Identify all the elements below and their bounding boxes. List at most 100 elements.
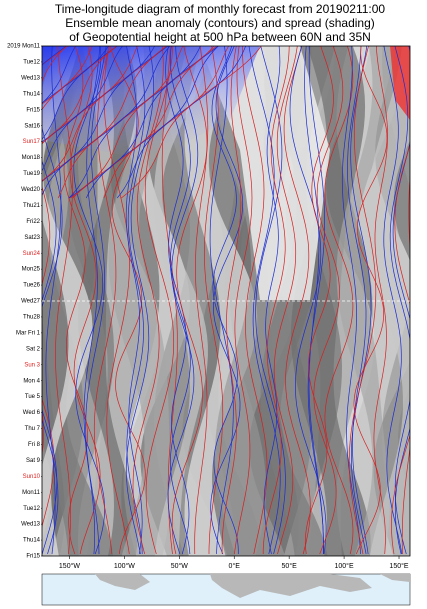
contour-line: [169, 46, 191, 555]
y-tick-label: Sun17: [23, 139, 41, 145]
contour-line: [255, 46, 286, 555]
contour-line: [126, 46, 146, 555]
contour-line: [42, 46, 169, 182]
contour-line: [401, 174, 410, 555]
y-tick-label: Fri22: [26, 219, 40, 225]
red-cap: [390, 46, 410, 120]
y-tick-label: Wed20: [21, 187, 41, 193]
y-tick-label: Thu28: [23, 315, 41, 321]
y-tick-label: Wed27: [21, 299, 41, 305]
y-tick-label: Tue26: [23, 283, 40, 289]
title-line: Ensemble mean anomaly (contours) and spr…: [65, 16, 375, 30]
contour-line: [42, 46, 63, 555]
contour-line: [42, 46, 68, 83]
contour-line: [103, 46, 229, 199]
contour-line: [373, 46, 388, 555]
contour-line: [167, 46, 199, 555]
y-tick-label: Wed13: [21, 522, 41, 528]
contour-line: [42, 46, 138, 145]
y-tick-label: Thu14: [23, 91, 41, 97]
contour-line: [383, 46, 403, 555]
y-tick-label: 2019 Mon11: [7, 44, 41, 50]
contour-line: [85, 46, 107, 555]
contour-line: [307, 46, 325, 554]
contour-line: [242, 46, 268, 555]
y-tick-label: Thu14: [23, 538, 41, 544]
contour-line: [413, 46, 427, 554]
contour-line: [211, 46, 239, 554]
contour-line: [324, 46, 354, 555]
y-tick-label: Fri 8: [28, 442, 41, 448]
contour-line: [72, 46, 218, 199]
map-land: [210, 574, 372, 598]
contour-line: [68, 46, 201, 199]
contour-line: [144, 46, 175, 555]
contour-line: [194, 46, 209, 555]
spread-shading: [291, 46, 371, 556]
contour-line: [283, 46, 311, 555]
contour-line: [125, 46, 143, 555]
contour-line: [353, 46, 388, 555]
title-line: of Geopotential height at 500 hPa betwee…: [69, 30, 371, 44]
contour-line: [42, 46, 167, 182]
y-tick-label: Mon11: [22, 490, 41, 496]
contour-line: [350, 46, 372, 555]
y-tick-label: Tue19: [23, 171, 40, 177]
y-tick-label: Sun24: [23, 251, 41, 257]
y-tick-label: Mar Fri 1: [16, 330, 41, 336]
y-tick-label: Thu21: [23, 203, 41, 209]
y-tick-label: Mon 4: [23, 378, 40, 384]
x-tick-label: 50°E: [282, 562, 298, 570]
y-tick-label: Sat23: [24, 235, 40, 241]
contour-line: [171, 46, 208, 555]
y-tick-label: Mon25: [22, 267, 41, 273]
contour-line: [263, 46, 281, 555]
contour-line: [73, 46, 105, 555]
contour-line: [55, 46, 73, 555]
contour-line: [289, 46, 327, 555]
y-tick-label: Wed 6: [23, 410, 41, 416]
contour-line: [313, 46, 344, 555]
contour-line: [132, 46, 164, 555]
map-strip: [41, 573, 411, 606]
y-tick-label: Tue12: [23, 60, 40, 66]
x-tick-label: 0°E: [229, 562, 241, 570]
contour-line: [42, 46, 109, 104]
y-tick-label: Sat 2: [26, 346, 41, 352]
y-tick-label: Wed13: [21, 75, 41, 81]
contour-line: [234, 46, 253, 555]
y-tick-label: Tue12: [23, 506, 40, 512]
y-tick-label: Sun 3: [24, 362, 40, 368]
contour-line: [209, 46, 234, 555]
contour-line: [423, 46, 427, 554]
x-tick-label: 150°E: [389, 562, 408, 570]
spread-shading: [215, 46, 299, 556]
blue-cap: [42, 46, 260, 160]
contour-line: [70, 46, 215, 199]
map-land: [380, 574, 410, 582]
x-tick-label: 100°W: [114, 562, 135, 570]
contour-line: [204, 46, 224, 554]
contour-line: [262, 46, 290, 554]
map-land: [95, 574, 150, 590]
y-tick-label: Tue 5: [25, 394, 41, 400]
contour-line: [63, 46, 88, 555]
contour-line: [273, 46, 298, 555]
x-tick-label: 100°E: [335, 562, 354, 570]
contour-line: [69, 46, 101, 555]
contour-line: [210, 46, 244, 555]
contour-line: [347, 46, 369, 555]
x-tick-label: 50°W: [171, 562, 189, 570]
x-tick-label: 150°W: [59, 562, 80, 570]
contour-line: [389, 46, 410, 555]
contour-line: [304, 46, 334, 555]
contour-line: [348, 46, 377, 555]
y-tick-label: Thu 7: [25, 426, 41, 432]
y-tick-label: Fri15: [26, 554, 40, 560]
y-tick-label: Sat 9: [26, 458, 41, 464]
contour-line: [304, 46, 324, 554]
contour-line: [116, 46, 247, 199]
contour-line: [42, 46, 77, 104]
spread-shading: [108, 46, 186, 556]
